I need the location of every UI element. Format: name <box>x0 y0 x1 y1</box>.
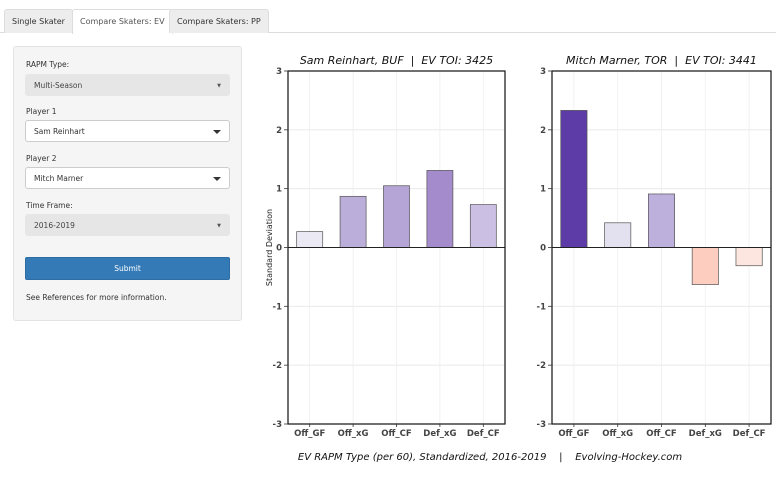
x-tick-label: Off_xG <box>338 429 369 439</box>
y-tick-label: 3 <box>276 67 282 77</box>
player1-select[interactable]: Sam Reinhart <box>25 120 230 142</box>
rapm-type-label: RAPM Type: <box>26 60 70 69</box>
chart-title: Mitch Marner, TOR | EV TOI: 3441 <box>566 54 757 67</box>
x-tick-label: Def_xG <box>689 429 722 439</box>
player1-value: Sam Reinhart <box>34 127 85 136</box>
x-tick-label: Off_GF <box>294 429 325 439</box>
sidebar-panel: RAPM Type: Multi-Season ▼ Player 1 Sam R… <box>13 46 242 321</box>
x-tick-label: Def_xG <box>423 429 456 439</box>
y-axis-label: Standard Deviation <box>265 209 274 286</box>
y-tick-label: 3 <box>540 67 546 77</box>
tab-compare-skaters-ev[interactable]: Compare Skaters: EV <box>72 9 173 34</box>
chart-caption: EV RAPM Type (per 60), Standardized, 201… <box>298 452 682 463</box>
y-tick-label: 0 <box>276 244 282 254</box>
y-tick-label: -1 <box>273 302 283 312</box>
x-tick-label: Def_CF <box>733 429 766 439</box>
rapm-type-value: Multi-Season <box>34 81 83 90</box>
player2-value: Mitch Marner <box>34 174 84 183</box>
y-tick-label: -2 <box>537 361 547 371</box>
chart-title: Sam Reinhart, BUF | EV TOI: 3425 <box>300 54 493 67</box>
tab-bar: Single Skater Compare Skaters: EV Compar… <box>0 0 776 34</box>
bar-off-xg <box>604 222 632 248</box>
y-tick-label: 2 <box>540 126 546 136</box>
chevron-down-icon: ▼ <box>217 223 221 229</box>
chevron-down-icon: ▼ <box>217 83 221 89</box>
chevron-down-icon <box>213 177 221 181</box>
rapm-chart-svg: 3 2 1 0 -1 -2 -3 Off_GF Off_xG Off_CF Def_xG Def_CF… <box>265 54 772 463</box>
y-tick-label: 0 <box>540 244 546 254</box>
bar-off-gf <box>560 110 588 248</box>
chevron-down-icon <box>213 130 221 134</box>
references-note: See References for more information. <box>26 293 167 302</box>
x-tick-label: Off_CF <box>381 429 412 439</box>
rapm-type-select[interactable]: Multi-Season ▼ <box>25 74 230 96</box>
player2-label: Player 2 <box>26 154 57 163</box>
y-tick-label: -3 <box>273 420 283 430</box>
bar-def-xg <box>426 170 454 248</box>
x-tick-label: Off_GF <box>558 429 589 439</box>
bar-def-cf <box>469 204 497 248</box>
bar-off-gf <box>296 231 324 248</box>
player2-select[interactable]: Mitch Marner <box>25 167 230 189</box>
y-tick-label: 2 <box>276 126 282 136</box>
player1-label: Player 1 <box>26 107 57 116</box>
bar-off-cf <box>648 193 675 248</box>
x-tick-label: Off_CF <box>646 429 677 439</box>
bar-def-xg <box>691 247 719 285</box>
time-frame-label: Time Frame: <box>26 201 73 210</box>
bar-off-xg <box>339 195 367 248</box>
y-tick-label: 1 <box>540 185 546 195</box>
y-tick-label: -3 <box>537 420 547 430</box>
time-frame-value: 2016-2019 <box>34 221 75 230</box>
rapm-chart: 3 2 1 0 -1 -2 -3 Off_GF Off_xG Off_CF Def_xG Def_CF… <box>255 50 776 470</box>
y-tick-label: -1 <box>537 302 547 312</box>
x-tick-label: Off_xG <box>602 429 633 439</box>
submit-button[interactable]: Submit <box>25 257 230 280</box>
tab-single-skater[interactable]: Single Skater <box>4 9 73 33</box>
bar-def-cf <box>735 247 763 267</box>
bar-off-cf <box>383 185 410 248</box>
y-tick-label: -2 <box>273 361 283 371</box>
time-frame-select[interactable]: 2016-2019 ▼ <box>25 214 230 236</box>
x-tick-label: Def_CF <box>467 429 500 439</box>
tab-compare-skaters-pp[interactable]: Compare Skaters: PP <box>169 9 269 33</box>
y-tick-label: 1 <box>276 185 282 195</box>
